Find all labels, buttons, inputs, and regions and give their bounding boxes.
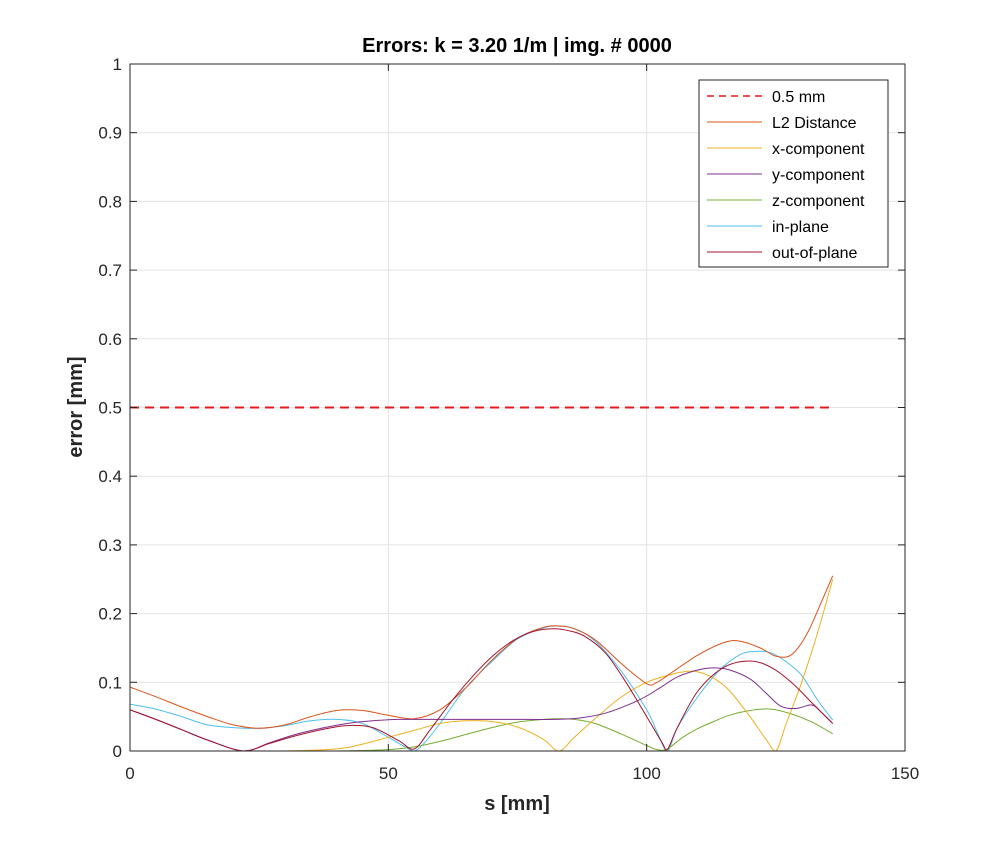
legend: 0.5 mm L2 Distance x-component y-component z… bbox=[698, 79, 889, 268]
legend-label: L2 Distance bbox=[772, 115, 857, 132]
y-axis-title: error [mm] bbox=[65, 356, 87, 457]
legend-label: x-component bbox=[772, 141, 865, 158]
y-tick-label: 1 bbox=[113, 55, 122, 74]
chart-title: Errors: k = 3.20 1/m | img. # 0000 bbox=[362, 35, 672, 57]
axis-ticks: 0 50 100 150 0 0.1 0.2 0.3 0.4 0.5 0.6 0.7 0.8 0.9 1 bbox=[98, 55, 919, 783]
y-tick-label: 0.8 bbox=[98, 192, 122, 211]
legend-label: z-component bbox=[772, 193, 865, 210]
y-tick-label: 0.2 bbox=[98, 605, 122, 624]
series-line-y-component bbox=[129, 667, 834, 752]
x-tick-label: 0 bbox=[125, 764, 134, 783]
y-tick-label: 0.9 bbox=[98, 124, 122, 143]
series-line-l2-distance bbox=[129, 575, 834, 729]
series-line-out-of-plane bbox=[129, 628, 834, 752]
y-tick-label: 0.1 bbox=[98, 673, 122, 692]
y-tick-label: 0.3 bbox=[98, 536, 122, 555]
legend-label: in-plane bbox=[772, 219, 829, 236]
data-series bbox=[129, 406, 834, 752]
y-tick-label: 0.7 bbox=[98, 261, 122, 280]
series-line-z-component bbox=[130, 708, 833, 752]
legend-label: out-of-plane bbox=[772, 245, 857, 262]
x-axis-title: s [mm] bbox=[484, 793, 550, 815]
y-tick-label: 0.4 bbox=[98, 467, 122, 486]
x-tick-label: 50 bbox=[379, 764, 398, 783]
legend-label: y-component bbox=[772, 167, 865, 184]
y-tick-label: 0 bbox=[113, 742, 122, 761]
y-tick-label: 0.6 bbox=[98, 330, 122, 349]
y-tick-label: 0.5 bbox=[98, 399, 122, 418]
x-tick-label: 150 bbox=[891, 764, 919, 783]
x-tick-label: 100 bbox=[632, 764, 660, 783]
series-line-x-component bbox=[130, 579, 834, 752]
legend-label: 0.5 mm bbox=[772, 89, 825, 106]
